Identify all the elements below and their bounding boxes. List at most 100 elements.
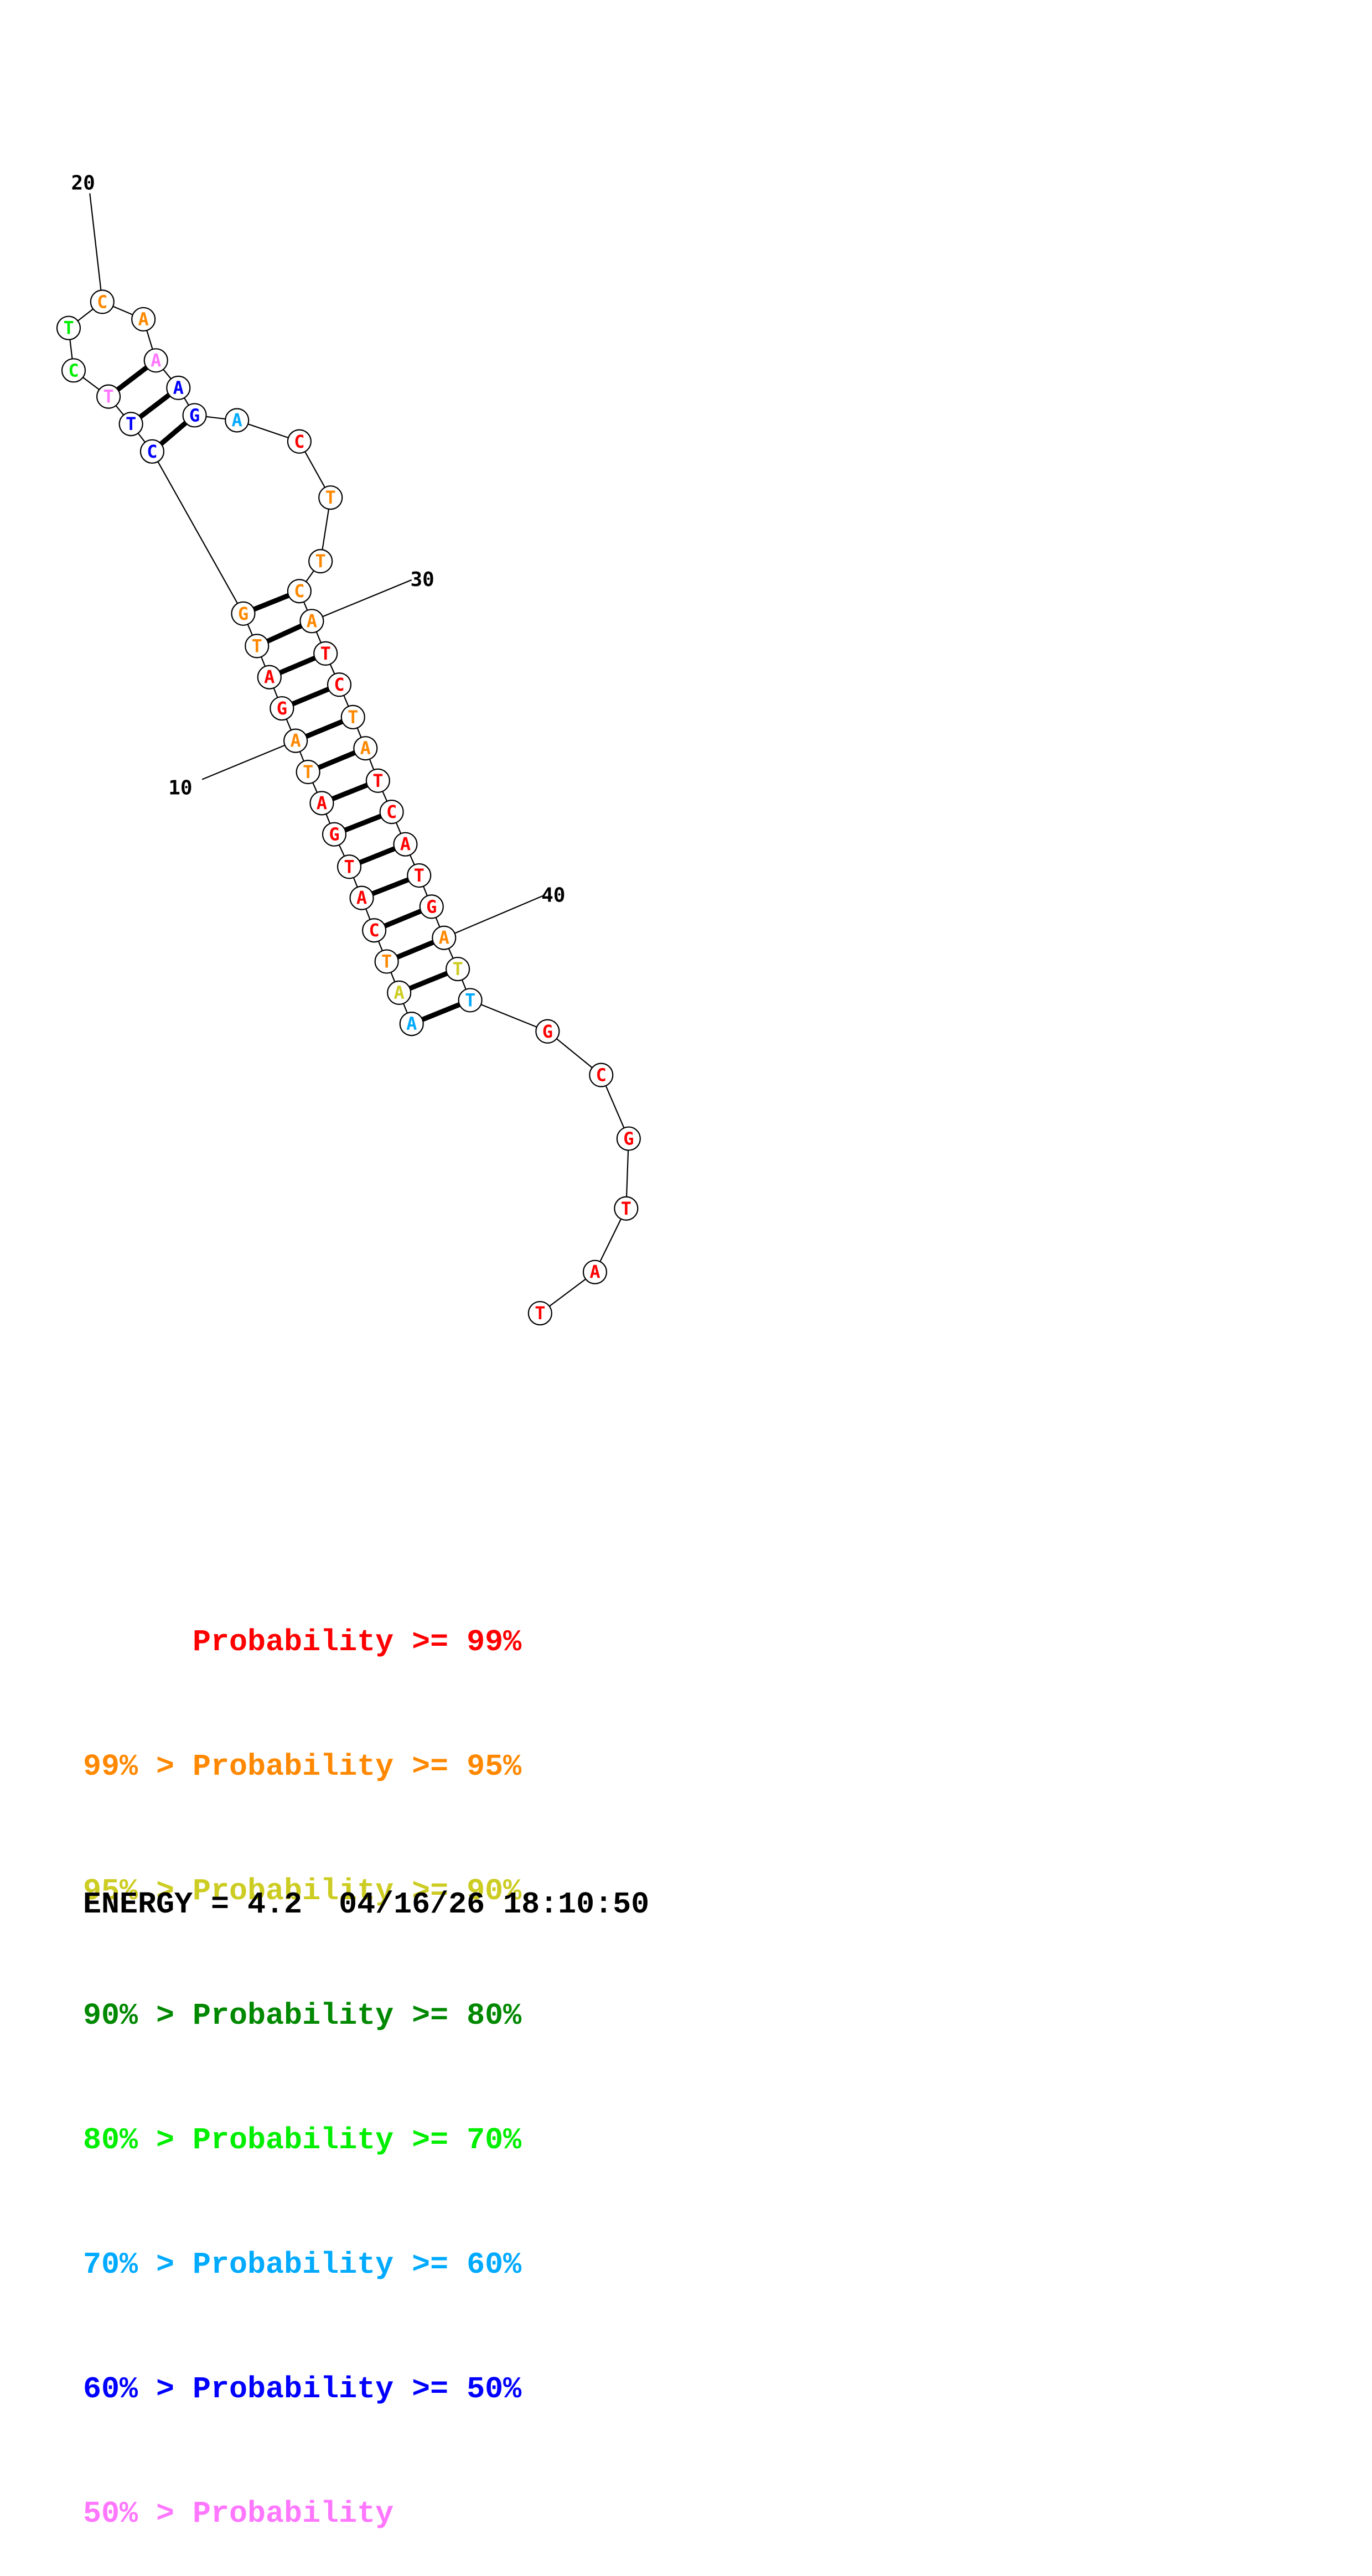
base-letter: A: [394, 982, 405, 1003]
base-circle: [283, 728, 308, 753]
base-node: T: [313, 641, 338, 666]
base-letter: A: [439, 927, 449, 948]
base-circle: [245, 634, 270, 659]
base-circle: [616, 1126, 641, 1151]
base-node: A: [166, 375, 191, 400]
base-circle: [318, 485, 343, 510]
base-circle: [458, 988, 483, 1013]
base-letter: A: [307, 610, 317, 631]
base-circle: [322, 822, 347, 847]
base-circle: [336, 854, 362, 879]
number-label: 20: [71, 172, 95, 195]
base-circle: [365, 768, 390, 793]
base-letter: C: [68, 360, 79, 381]
base-letter: T: [325, 487, 336, 508]
base-node: G: [182, 403, 207, 428]
base-letter: A: [232, 410, 242, 431]
base-node: T: [527, 1300, 552, 1326]
base-circle: [340, 704, 365, 729]
legend-line-90: 95% > Probability >= 90%: [83, 1874, 522, 1909]
base-letter: A: [173, 377, 184, 398]
base-node: T: [614, 1196, 639, 1221]
base-node: C: [287, 429, 312, 454]
base-node: C: [139, 439, 165, 464]
base-node: G: [270, 696, 294, 721]
base-circle: [589, 1062, 614, 1087]
base-circle: [327, 672, 352, 697]
base-letter: T: [303, 761, 313, 782]
base-node: A: [387, 980, 412, 1005]
base-node: T: [445, 956, 470, 982]
base-letter: C: [147, 441, 157, 462]
base-letter: T: [126, 413, 136, 434]
number-tick-line: [201, 740, 296, 780]
base-node: C: [589, 1062, 614, 1087]
base-letter: A: [589, 1262, 600, 1283]
base-node: T: [318, 485, 343, 510]
base-circle: [374, 949, 399, 974]
legend-line-50: 60% > Probability >= 50%: [83, 2372, 522, 2407]
base-circle: [56, 315, 81, 340]
energy-footer: ENERGY = 4.2 04/16/26 18:10:50: [83, 1887, 650, 1922]
base-letter: T: [535, 1303, 545, 1324]
base-node: T: [407, 863, 432, 888]
base-letter: G: [238, 603, 248, 624]
base-node: C: [61, 358, 86, 383]
number-labels: 10 20 30 40: [71, 172, 565, 907]
base-node: T: [118, 412, 143, 437]
base-node: A: [131, 307, 156, 332]
base-letter: T: [103, 386, 113, 407]
number-tick-line: [311, 579, 412, 622]
base-letter: A: [360, 738, 371, 759]
base-letter: G: [426, 896, 437, 917]
probability-legend: Probability >= 99% 99% > Probability >= …: [83, 1538, 521, 2576]
base-letter: T: [348, 707, 358, 728]
backbone-segment: [151, 451, 244, 614]
backbone-segment: [470, 999, 548, 1032]
base-letter: C: [294, 431, 304, 452]
base-letter: A: [356, 888, 367, 909]
base-letter: C: [386, 801, 397, 822]
base-circle: [614, 1196, 639, 1221]
base-circle: [353, 736, 378, 761]
base-circle: [296, 759, 320, 785]
base-circle: [309, 791, 334, 816]
base-node: A: [353, 736, 378, 761]
base-circle: [231, 601, 256, 626]
base-node: A: [309, 791, 334, 816]
base-node: A: [225, 408, 250, 433]
base-node: A: [257, 665, 282, 690]
legend-line-80: 90% > Probability >= 80%: [83, 1998, 522, 2033]
base-node: G: [616, 1126, 641, 1151]
base-node: T: [374, 949, 399, 974]
base-letter: G: [277, 698, 287, 719]
base-circle: [308, 549, 333, 574]
base-node: C: [361, 918, 387, 943]
base-circle: [399, 1012, 424, 1036]
base-node: G: [322, 822, 347, 847]
base-node: C: [327, 672, 352, 697]
base-node: A: [283, 728, 308, 753]
base-letter: T: [315, 551, 326, 572]
base-letter: T: [252, 635, 262, 656]
base-letter: A: [138, 309, 149, 330]
base-circle: [407, 863, 432, 888]
base-node: G: [419, 894, 444, 919]
base-letter: G: [623, 1128, 634, 1149]
base-letter: C: [97, 291, 107, 312]
base-circle: [61, 358, 86, 383]
base-circle: [432, 925, 457, 950]
base-circle: [299, 609, 324, 634]
base-letter: G: [189, 405, 200, 426]
base-circle: [582, 1260, 608, 1284]
base-node: A: [143, 348, 168, 373]
number-tick-line: [89, 193, 103, 302]
base-circle: [257, 665, 282, 690]
base-letter: A: [290, 730, 301, 751]
base-letter: A: [151, 350, 161, 371]
base-circle: [419, 894, 444, 919]
base-circle: [143, 348, 168, 373]
base-letter: T: [621, 1198, 631, 1219]
legend-line-70: 80% > Probability >= 70%: [83, 2123, 522, 2158]
base-node: T: [308, 549, 333, 574]
